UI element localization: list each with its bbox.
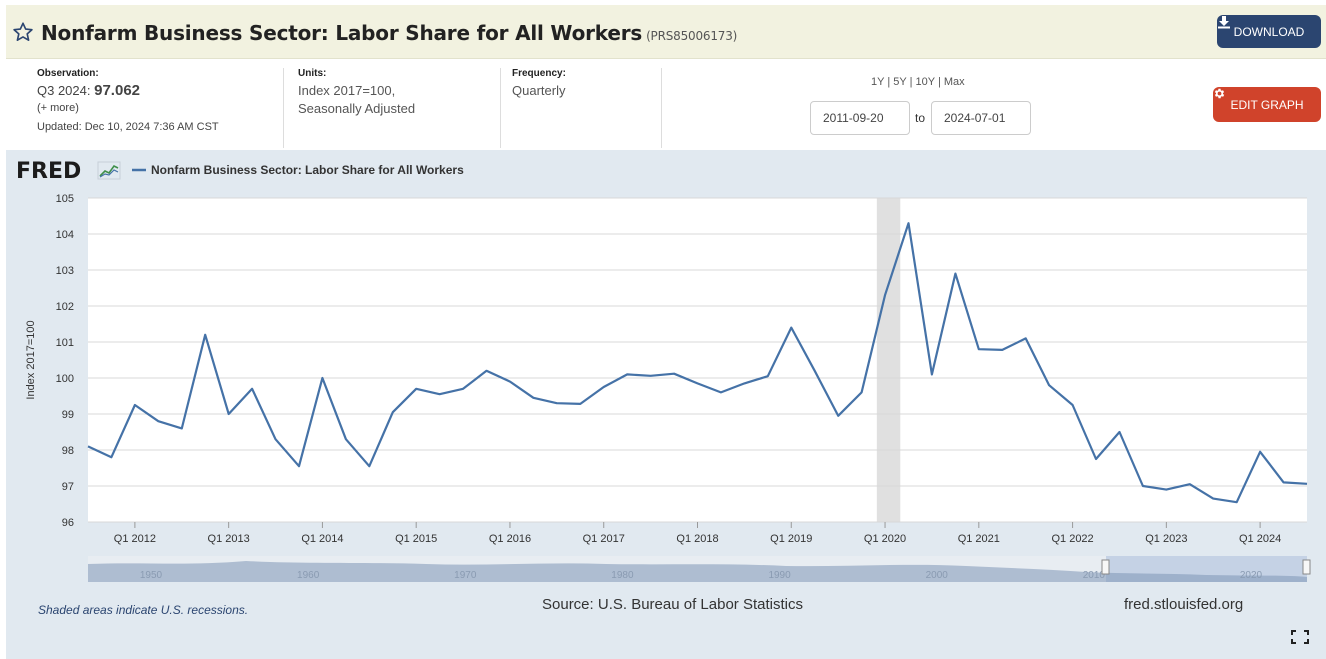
- x-tick-label: Q1 2018: [676, 533, 718, 545]
- x-tick-label: Q1 2023: [1145, 533, 1187, 545]
- page-title: Nonfarm Business Sector: Labor Share for…: [41, 21, 737, 45]
- navigator-year-label: 1990: [768, 570, 791, 581]
- fullscreen-icon[interactable]: [1291, 630, 1309, 644]
- updated-line: Updated: Dec 10, 2024 7:36 AM CST: [37, 119, 282, 135]
- legend: Nonfarm Business Sector: Labor Share for…: [132, 163, 464, 177]
- series-header: Nonfarm Business Sector: Labor Share for…: [6, 5, 1326, 59]
- x-tick-label: Q1 2022: [1051, 533, 1093, 545]
- x-tick-label: Q1 2012: [114, 533, 156, 545]
- observation-line: Q3 2024: 97.062: [37, 82, 282, 100]
- recession-note: Shaded areas indicate U.S. recessions.: [38, 603, 248, 617]
- navigator-year-label: 1970: [454, 570, 477, 581]
- recession-band: [876, 198, 901, 522]
- recession-shade: [876, 198, 901, 522]
- divider: [661, 68, 662, 148]
- y-tick-label: 103: [56, 265, 74, 277]
- navigator-handle-left[interactable]: [1101, 559, 1110, 575]
- range-1y[interactable]: 1Y: [871, 76, 885, 88]
- navigator-handle-right[interactable]: [1302, 559, 1311, 575]
- y-tick-label: 104: [56, 229, 74, 241]
- plot-area: [88, 198, 1307, 522]
- observation-label: Observation:: [37, 68, 99, 79]
- fred-logo-icon: FRED: [16, 159, 121, 184]
- to-label: to: [915, 111, 926, 125]
- observation-column: Observation: Q3 2024: 97.062 (+ more) Up…: [37, 68, 282, 148]
- range-sep: |: [887, 76, 891, 88]
- range-sep: |: [909, 76, 913, 88]
- source-text: Source: U.S. Bureau of Labor Statistics: [542, 596, 803, 613]
- y-tick-label: 101: [56, 337, 74, 349]
- frequency-column: Frequency: Quarterly: [500, 68, 662, 148]
- y-tick-label: 98: [62, 445, 74, 457]
- navigator-year-label: 2010: [1083, 570, 1106, 581]
- navigator-year-label: 2020: [1240, 570, 1263, 581]
- y-tick-label: 99: [62, 409, 74, 421]
- navigator-series: [88, 561, 1307, 582]
- updated-value: Dec 10, 2024 7:36 AM CST: [84, 121, 219, 133]
- chart-svg: FRED Nonfarm Business Sector: Labor Shar…: [16, 159, 1311, 644]
- navigator-year-label: 2000: [926, 570, 949, 581]
- updated-label: Updated:: [37, 121, 82, 133]
- observation-value: 97.062: [94, 82, 141, 99]
- navigator-labels: 1950 1960 1970 1980 1990 2000 2010 2020: [140, 570, 1263, 581]
- download-button[interactable]: DOWNLOAD: [1217, 15, 1321, 48]
- x-tick-label: Q1 2017: [583, 533, 625, 545]
- x-tick-label: Q1 2021: [958, 533, 1000, 545]
- navigator-year-label: 1950: [140, 570, 163, 581]
- download-icon: [1218, 16, 1230, 29]
- range-10y[interactable]: 10Y: [915, 76, 935, 88]
- range-5y[interactable]: 5Y: [893, 76, 907, 88]
- units-column: Units: Index 2017=100, Seasonally Adjust…: [283, 68, 501, 148]
- x-axis: Q1 2012 Q1 2013 Q1 2014 Q1 2015 Q1 2016 Q1 20…: [114, 522, 1281, 545]
- y-tick-label: 102: [56, 301, 74, 313]
- x-tick-label: Q1 2013: [208, 533, 250, 545]
- edit-graph-button[interactable]: EDIT GRAPH: [1213, 87, 1321, 122]
- y-axis-label: Index 2017=100: [25, 320, 37, 399]
- units-label: Units:: [298, 68, 327, 79]
- edit-graph-label: EDIT GRAPH: [1230, 97, 1304, 112]
- x-tick-label: Q1 2024: [1239, 533, 1281, 545]
- observation-period: Q3 2024:: [37, 83, 91, 98]
- star-icon[interactable]: [12, 21, 34, 43]
- y-tick-label: 97: [62, 481, 74, 493]
- range-max[interactable]: Max: [943, 76, 965, 88]
- y-tick-label: 105: [56, 193, 74, 205]
- range-selector: 1Y | 5Y | 10Y | Max: [871, 76, 965, 88]
- y-tick-label: 96: [62, 517, 74, 529]
- navigator[interactable]: 1950 1960 1970 1980 1990 2000 2010 2020: [88, 556, 1311, 582]
- y-tick-label: 100: [56, 373, 74, 385]
- units-line-1: Index 2017=100,: [298, 83, 396, 98]
- frequency-label: Frequency:: [512, 68, 566, 79]
- x-tick-label: Q1 2014: [301, 533, 343, 545]
- end-date-input[interactable]: 2024-07-01: [931, 101, 1031, 135]
- x-tick-label: Q1 2016: [489, 533, 531, 545]
- range-sep: |: [937, 76, 941, 88]
- gear-icon: [1214, 88, 1225, 99]
- legend-label: Nonfarm Business Sector: Labor Share for…: [151, 163, 464, 177]
- series-line[interactable]: [87, 222, 1308, 504]
- navigator-year-label: 1960: [297, 570, 320, 581]
- units-line-2: Seasonally Adjusted: [298, 101, 416, 116]
- fred-logo-text: FRED: [16, 159, 81, 184]
- more-link[interactable]: (+ more): [37, 102, 79, 114]
- x-tick-label: Q1 2020: [864, 533, 906, 545]
- series-title: Nonfarm Business Sector: Labor Share for…: [41, 21, 643, 45]
- series-meta: Observation: Q3 2024: 97.062 (+ more) Up…: [0, 68, 1326, 148]
- download-label: DOWNLOAD: [1233, 24, 1305, 39]
- x-tick-label: Q1 2019: [770, 533, 812, 545]
- series-id: (PRS85006173): [646, 29, 738, 43]
- navigator-year-label: 1980: [611, 570, 634, 581]
- x-tick-label: Q1 2015: [395, 533, 437, 545]
- y-axis: 96 97 98 99 100 101 102 103 104 105: [56, 193, 74, 529]
- frequency-value: Quarterly: [512, 83, 566, 98]
- start-date-input[interactable]: 2011-09-20: [810, 101, 910, 135]
- chart-container: FRED Nonfarm Business Sector: Labor Shar…: [6, 150, 1326, 659]
- site-url[interactable]: fred.stlouisfed.org: [1124, 596, 1243, 613]
